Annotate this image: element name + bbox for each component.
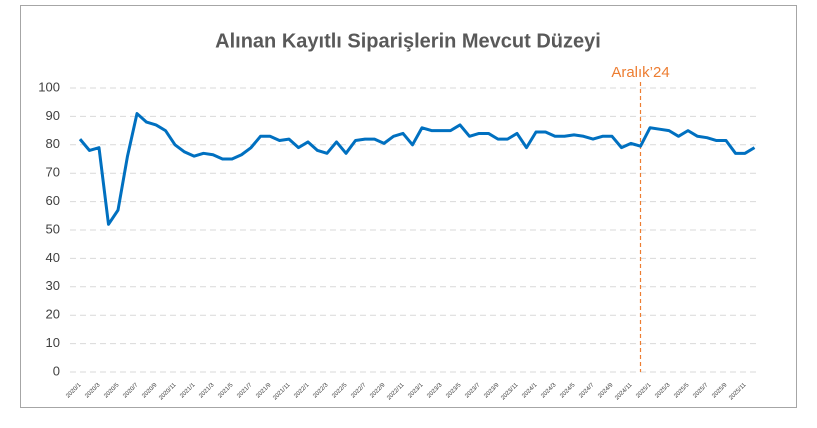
y-tick-label: 70 (46, 165, 60, 180)
annotation-label: Aralık’24 (611, 64, 669, 81)
y-tick-label: 50 (46, 221, 60, 236)
chart-title: Alınan Kayıtlı Siparişlerin Mevcut Düzey… (215, 30, 601, 52)
y-tick-label: 10 (46, 335, 60, 350)
data-line (78, 112, 756, 226)
y-tick-label: 100 (38, 79, 60, 94)
y-tick-label: 80 (46, 136, 60, 151)
y-tick-label: 30 (46, 278, 60, 293)
y-tick-label: 40 (46, 250, 60, 265)
y-tick-label: 60 (46, 193, 60, 208)
chart-border (20, 5, 797, 408)
y-tick-label: 20 (46, 307, 60, 322)
y-tick-label: 90 (46, 108, 60, 123)
y-tick-label: 0 (53, 363, 60, 378)
